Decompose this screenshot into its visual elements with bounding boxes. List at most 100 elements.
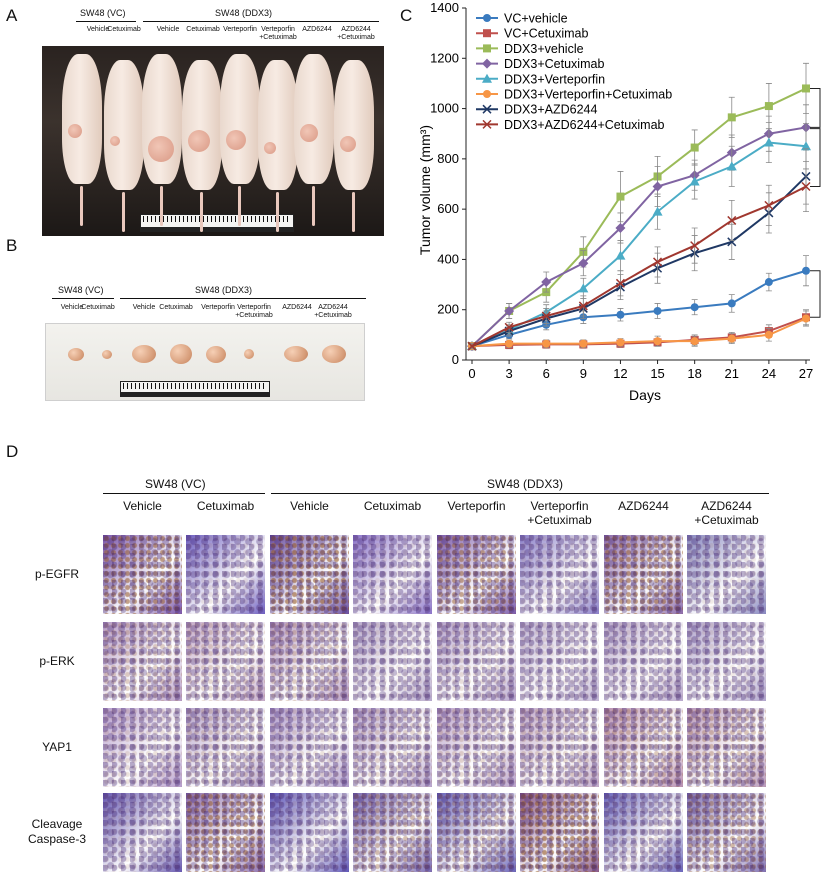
panel-a-label-6: AZD6244 bbox=[302, 26, 332, 33]
x-tick-label: 0 bbox=[468, 366, 475, 381]
ihc-image bbox=[687, 793, 766, 872]
ihc-image bbox=[604, 708, 683, 787]
data-point bbox=[579, 339, 588, 348]
data-point bbox=[689, 176, 700, 186]
excised-tumor bbox=[322, 345, 346, 363]
data-point bbox=[764, 200, 774, 210]
data-point bbox=[652, 181, 663, 192]
series-line-2 bbox=[471, 87, 807, 347]
mouse-tumor bbox=[264, 142, 276, 154]
panel-b-vc-line bbox=[52, 298, 114, 299]
mouse-tumor bbox=[68, 124, 82, 138]
ihc-image bbox=[353, 622, 432, 701]
mouse bbox=[142, 54, 182, 184]
tumor-photo bbox=[45, 323, 365, 401]
panel-a-letter: A bbox=[6, 6, 18, 25]
excised-tumor bbox=[68, 347, 84, 361]
series-line-3 bbox=[471, 126, 807, 347]
panel-a-group-ddx3: SW48 (DDX3) bbox=[215, 8, 273, 18]
x-tick-label: 18 bbox=[687, 366, 701, 381]
panel-a-label-4: Verteporfin bbox=[223, 26, 257, 33]
data-point bbox=[801, 181, 811, 192]
data-point bbox=[727, 215, 737, 225]
data-point bbox=[690, 337, 699, 346]
x-tick-label: 6 bbox=[543, 366, 550, 381]
series-line-1 bbox=[471, 316, 807, 348]
legend-entry: VC+vehicle bbox=[504, 12, 568, 26]
ihc-image bbox=[186, 622, 265, 701]
panel-b-group-ddx3: SW48 (DDX3) bbox=[195, 285, 253, 295]
panel-c-letter: C bbox=[400, 6, 413, 25]
ihc-image bbox=[604, 793, 683, 872]
mouse-tail bbox=[238, 186, 241, 226]
ihc-image bbox=[437, 793, 516, 872]
data-point bbox=[727, 334, 736, 343]
ihc-image bbox=[103, 793, 182, 872]
data-point bbox=[615, 250, 626, 260]
bracket-ns-1 bbox=[810, 87, 821, 128]
panel-a-label-0: Vehicle bbox=[86, 26, 110, 33]
data-point bbox=[578, 283, 589, 293]
panel-d-ddx3-line bbox=[271, 493, 769, 494]
data-point bbox=[727, 299, 736, 308]
mouse-tumor bbox=[300, 124, 318, 142]
ihc-image bbox=[687, 622, 766, 701]
data-point bbox=[690, 303, 699, 312]
x-tick-label: 27 bbox=[799, 366, 813, 381]
data-point bbox=[652, 206, 663, 216]
panel-d-row-1: p-ERK bbox=[39, 654, 75, 668]
bracket-sig-1 bbox=[810, 270, 821, 318]
legend-entry: VC+Cetuximab bbox=[504, 27, 588, 41]
panel-b-label-1: Cetuximab bbox=[81, 304, 115, 311]
panel-a-label-1: Cetuximab bbox=[107, 26, 141, 33]
mouse bbox=[294, 54, 334, 184]
mouse-tumor bbox=[340, 136, 356, 152]
panel-a-group-vc: SW48 (VC) bbox=[80, 8, 126, 18]
panel-b-letter: B bbox=[6, 236, 18, 255]
mouse bbox=[62, 54, 102, 184]
panel-b-label-2: Vehicle bbox=[132, 304, 156, 311]
panel-d-column-4: Verteporfin bbox=[447, 499, 506, 513]
ihc-image bbox=[353, 535, 432, 614]
panel-b-group-vc: SW48 (VC) bbox=[58, 285, 104, 295]
legend-marker bbox=[482, 104, 492, 114]
ihc-image bbox=[270, 708, 349, 787]
x-tick-label: 24 bbox=[762, 366, 776, 381]
ihc-image bbox=[103, 708, 182, 787]
panel-d-row-0: p-EGFR bbox=[34, 567, 79, 581]
ihc-image bbox=[520, 793, 599, 872]
panel-d-vc-line bbox=[103, 493, 265, 494]
mouse bbox=[258, 60, 298, 190]
legend-marker bbox=[483, 90, 491, 98]
data-point bbox=[690, 143, 699, 152]
x-tick-label: 9 bbox=[580, 366, 587, 381]
data-point bbox=[467, 341, 477, 351]
ihc-image bbox=[520, 708, 599, 787]
ihc-image bbox=[437, 708, 516, 787]
mouse bbox=[220, 54, 260, 184]
ihc-image bbox=[687, 535, 766, 614]
mouse-tail bbox=[352, 192, 355, 232]
legend-entry: DDX3+Verteporfin bbox=[504, 72, 605, 86]
panel-d-letter: D bbox=[6, 442, 19, 461]
mouse bbox=[104, 60, 144, 190]
series-line-4 bbox=[471, 141, 807, 348]
y-tick-label: 1200 bbox=[430, 50, 459, 65]
data-point bbox=[764, 102, 773, 111]
ihc-image bbox=[353, 708, 432, 787]
data-point bbox=[653, 306, 662, 315]
mouse-tail bbox=[160, 186, 163, 226]
x-axis-label: Days bbox=[629, 387, 661, 403]
data-point bbox=[763, 137, 774, 147]
panel-b-label-5: Verteporfin +Cetuximab bbox=[235, 304, 273, 319]
legend-entry: DDX3+AZD6244+Cetuximab bbox=[504, 118, 665, 132]
data-point bbox=[764, 330, 773, 339]
data-point bbox=[541, 277, 552, 288]
ihc-image bbox=[270, 622, 349, 701]
mouse-tumor bbox=[148, 136, 174, 162]
panel-d-group-ddx3: SW48 (DDX3) bbox=[487, 477, 564, 491]
legend-entry: DDX3+vehicle bbox=[504, 42, 584, 56]
ihc-image bbox=[520, 622, 599, 701]
data-point bbox=[727, 237, 737, 247]
data-point bbox=[504, 322, 514, 332]
